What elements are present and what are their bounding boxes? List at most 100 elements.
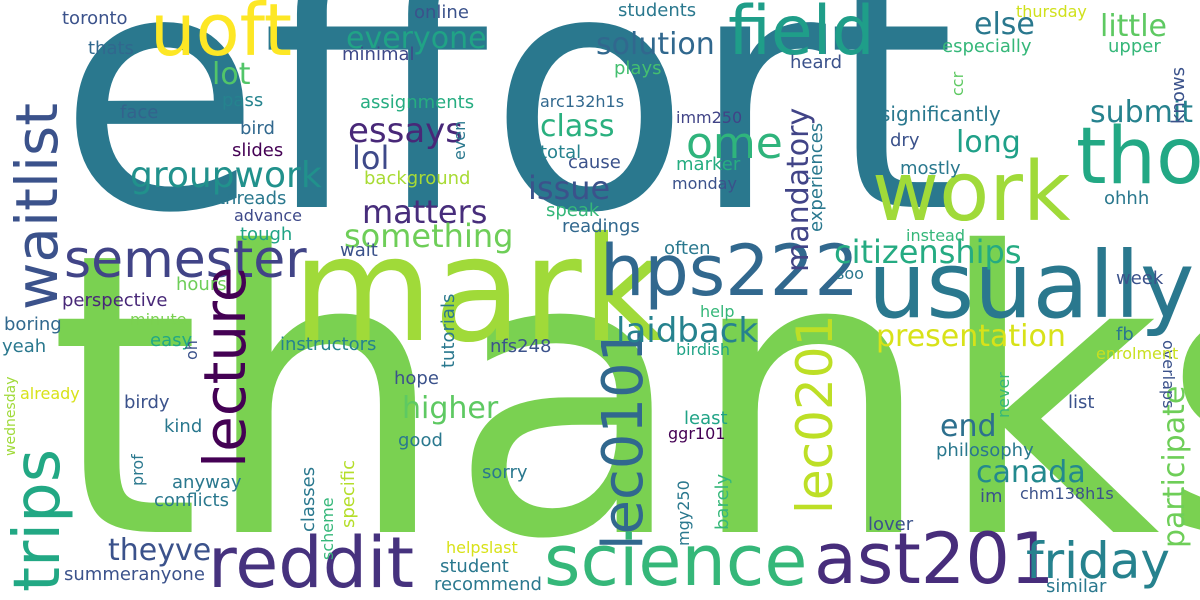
word-hps222: hps222	[600, 230, 859, 312]
word-hope: hope	[394, 368, 439, 389]
word-slides: slides	[232, 140, 284, 161]
word-week: week	[1116, 268, 1164, 289]
word-easy: easy	[150, 330, 193, 351]
word-assignments: assignments	[360, 92, 475, 113]
word-wednesday: wednesday	[3, 376, 19, 456]
word-im: im	[980, 486, 1003, 507]
word-perspective: perspective	[62, 290, 168, 311]
word-cause: cause	[568, 152, 621, 173]
word-hours: hours	[176, 274, 227, 295]
word-canada: canada	[976, 455, 1086, 490]
word-issue: issue	[528, 169, 611, 207]
word-fb: fb	[1116, 324, 1134, 345]
word-tough: tough	[240, 224, 293, 245]
word-lot: lot	[212, 57, 251, 92]
word-least: least	[684, 408, 728, 429]
word-lol: lol	[352, 139, 390, 177]
word-oh: oh	[182, 340, 201, 360]
word-effort: effort	[58, 0, 956, 285]
word-reddit: reddit	[208, 522, 415, 600]
word-list: list	[1068, 392, 1095, 413]
word-thursday: thursday	[1016, 2, 1087, 21]
word-scheme: scheme	[318, 497, 337, 560]
word-participate: participate	[1157, 385, 1192, 548]
word-long: long	[956, 125, 1021, 160]
word-help: help	[700, 302, 735, 321]
word-mgy250: mgy250	[674, 480, 693, 546]
word-ohhh: ohhh	[1104, 188, 1150, 209]
word-lec0201: lec0201	[786, 314, 844, 514]
word-matters: matters	[362, 193, 488, 231]
word-dry: dry	[890, 130, 920, 151]
word-boring: boring	[4, 314, 62, 335]
word-semester: semester	[64, 230, 307, 290]
word-else: else	[974, 7, 1035, 42]
word-minute: minute	[130, 310, 187, 329]
word-soo: soo	[836, 264, 864, 283]
word-groupwork: groupwork	[130, 155, 322, 196]
word-threads: threads	[218, 188, 287, 209]
word-speak: speak	[546, 200, 600, 221]
word-wait: wait	[340, 240, 378, 261]
word-online: online	[414, 2, 469, 23]
word-student: student	[440, 556, 509, 577]
word-never: never	[994, 372, 1013, 418]
word-face: face	[120, 102, 159, 123]
word-lecture: lecture	[191, 266, 259, 468]
word-pass: pass	[222, 90, 264, 111]
word-science: science	[544, 520, 808, 600]
word-background: background	[364, 168, 471, 189]
word-thanks: thanks	[48, 170, 1200, 600]
word-class: class	[540, 109, 615, 144]
word-philosophy: philosophy	[936, 440, 1034, 461]
word-imm250: imm250	[676, 108, 743, 127]
word-knows: knows	[1168, 67, 1189, 124]
word-even: even	[450, 120, 469, 160]
word-bird: bird	[240, 118, 275, 139]
word-lover: lover	[868, 514, 914, 535]
word-enrolment: enrolment	[1096, 344, 1179, 363]
word-usually: usually	[868, 232, 1195, 339]
word-work: work	[872, 145, 1071, 240]
word-thats: thats	[88, 38, 134, 59]
word-especially: especially	[942, 36, 1032, 57]
word-summeranyone: summeranyone	[64, 564, 205, 585]
word-heard: heard	[790, 52, 843, 73]
word-ccr: ccr	[948, 71, 967, 96]
word-friday: friday	[1026, 532, 1171, 590]
word-tho: tho	[1076, 112, 1200, 202]
word-birdish: birdish	[676, 340, 730, 359]
word-tutorials: tutorials	[438, 293, 459, 368]
word-mostly: mostly	[900, 158, 961, 179]
word-students: students	[618, 0, 697, 21]
word-waitlist: waitlist	[3, 102, 71, 310]
word-minimal: minimal	[342, 44, 415, 65]
word-marker: marker	[676, 154, 741, 175]
word-kind: kind	[164, 416, 203, 437]
word-anyway: anyway	[172, 472, 242, 493]
word-everyone: everyone	[346, 21, 487, 56]
word-ome: ome	[686, 118, 783, 169]
word-nfs248: nfs248	[490, 336, 552, 357]
word-submit: submit	[1090, 95, 1194, 130]
word-conflicts: conflicts	[154, 490, 229, 511]
word-ast201: ast201	[814, 518, 1055, 600]
word-recommend: recommend	[434, 574, 542, 595]
word-mark: mark	[292, 206, 666, 375]
word-field: field	[728, 0, 875, 71]
word-uoft: uoft	[150, 0, 292, 72]
word-sorry: sorry	[482, 462, 528, 483]
word-advance: advance	[234, 206, 303, 225]
word-monday: monday	[672, 174, 737, 193]
word-barely: barely	[712, 473, 733, 530]
word-theyve: theyve	[108, 533, 212, 568]
word-citizenships: citizenships	[834, 233, 1022, 271]
word-essays: essays	[348, 111, 464, 151]
word-lec0101: lec0101	[591, 326, 656, 550]
word-trips: trips	[1, 448, 75, 592]
word-prof: prof	[128, 454, 147, 486]
word-experiences: experiences	[806, 122, 827, 232]
word-presentation: presentation	[876, 319, 1066, 354]
word-toronto: toronto	[62, 8, 128, 29]
